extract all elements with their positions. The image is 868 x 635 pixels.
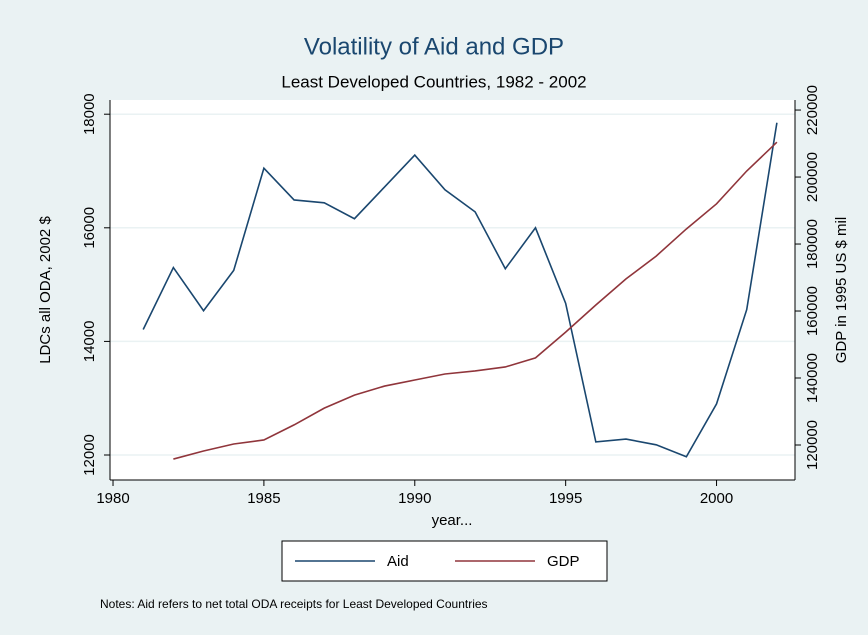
y2-tick-label: 200000 xyxy=(804,152,821,202)
series-line xyxy=(173,141,778,460)
x-tick-label: 1990 xyxy=(398,490,431,507)
y2-tick-label: 220000 xyxy=(804,85,821,135)
y2-tick-label: 140000 xyxy=(804,353,821,403)
x-tick-label: 1980 xyxy=(96,490,129,507)
y-axis-title: LDCs all ODA, 2002 $ xyxy=(37,216,54,364)
y2-axis-title: GDP in 1995 US $ mil xyxy=(833,217,850,363)
x-tick-label: 1995 xyxy=(549,490,582,507)
plot-area xyxy=(110,100,795,480)
series-line xyxy=(142,122,778,458)
chart-title: Volatility of Aid and GDP xyxy=(304,33,564,60)
x-axis-title: year... xyxy=(432,512,473,529)
legend-label: GDP xyxy=(547,553,580,570)
legend-label: Aid xyxy=(387,553,409,570)
y2-tick-label: 120000 xyxy=(804,420,821,470)
y-tick-label: 14000 xyxy=(81,321,98,363)
notes: Notes: Aid refers to net total ODA recei… xyxy=(100,597,488,611)
y2-tick-label: 160000 xyxy=(804,286,821,336)
x-tick-label: 1985 xyxy=(247,490,280,507)
chart-subtitle: Least Developed Countries, 1982 - 2002 xyxy=(281,72,586,91)
y-tick-label: 18000 xyxy=(81,93,98,135)
y-tick-label: 12000 xyxy=(81,434,98,476)
x-tick-label: 2000 xyxy=(700,490,733,507)
y-tick-label: 16000 xyxy=(81,207,98,249)
y2-tick-label: 180000 xyxy=(804,219,821,269)
